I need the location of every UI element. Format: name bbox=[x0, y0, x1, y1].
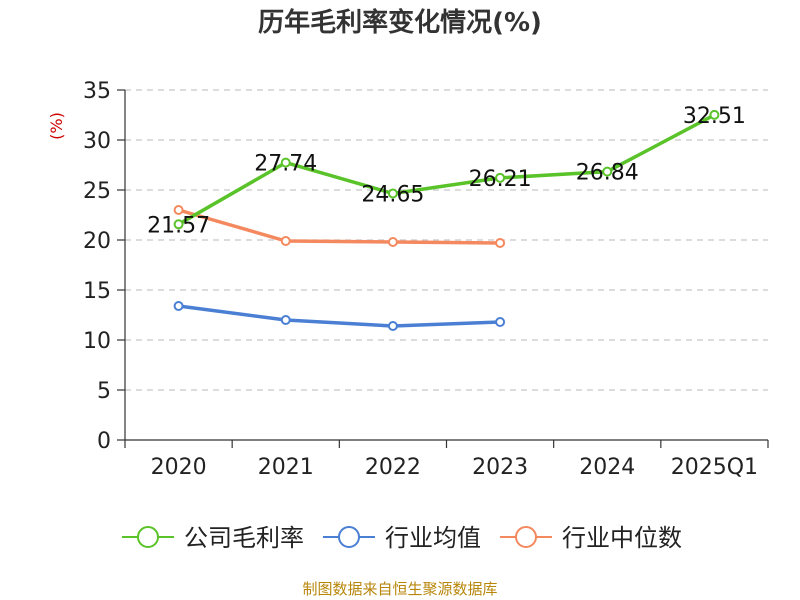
data-point[interactable] bbox=[387, 188, 398, 199]
legend-label[interactable]: 行业中位数 bbox=[562, 524, 682, 552]
axis-layer: 0 5 10 15 20 25 30 35 2020 2021 2022 2023 2024 2025Q1… bbox=[47, 79, 769, 480]
data-point[interactable] bbox=[173, 205, 184, 215]
data-label-layer: 21.57 27.74 24.65 26.21 26.84 32.51 bbox=[147, 104, 746, 238]
data-label: 24.65 bbox=[361, 183, 424, 208]
data-point[interactable] bbox=[173, 301, 184, 311]
y-tick-label: 30 bbox=[83, 129, 111, 154]
data-label: 26.84 bbox=[576, 161, 639, 186]
series-line bbox=[178, 304, 501, 328]
data-point[interactable] bbox=[602, 166, 613, 177]
y-tick-label: 0 bbox=[97, 429, 111, 454]
y-tick-label: 35 bbox=[83, 79, 111, 104]
y-axis-unit-label: (%) bbox=[47, 112, 66, 140]
data-point[interactable] bbox=[709, 109, 720, 120]
data-label: 27.74 bbox=[254, 152, 317, 177]
data-point[interactable] bbox=[495, 317, 506, 327]
data-point[interactable] bbox=[280, 236, 291, 246]
data-point[interactable] bbox=[495, 172, 506, 183]
data-label: 32.51 bbox=[683, 104, 746, 129]
y-tick-label: 25 bbox=[83, 179, 111, 204]
series-line bbox=[178, 208, 501, 245]
x-tick-label: 2023 bbox=[472, 455, 528, 480]
data-point[interactable] bbox=[495, 238, 506, 248]
y-tick-label: 10 bbox=[83, 329, 111, 354]
series-line bbox=[177, 113, 716, 226]
x-tick-label: 2024 bbox=[579, 455, 635, 480]
series-layer bbox=[173, 109, 720, 331]
grid-layer bbox=[125, 89, 768, 391]
y-tick-label: 5 bbox=[97, 379, 111, 404]
data-point[interactable] bbox=[387, 237, 398, 247]
x-tick-label: 2022 bbox=[365, 455, 421, 480]
legend-marker bbox=[515, 526, 537, 548]
y-tick-label: 20 bbox=[83, 229, 111, 254]
x-tick-label: 2020 bbox=[151, 455, 207, 480]
chart-title: 历年毛利率变化情况(%) bbox=[258, 8, 542, 38]
legend-label[interactable]: 行业均值 bbox=[385, 524, 481, 552]
x-tick-label: 2021 bbox=[258, 455, 314, 480]
legend-marker bbox=[338, 526, 360, 548]
data-point[interactable] bbox=[280, 315, 291, 325]
data-point[interactable] bbox=[280, 157, 291, 168]
legend: 公司毛利率 行业均值 行业中位数 bbox=[122, 524, 682, 552]
data-point[interactable] bbox=[173, 219, 184, 230]
y-tick-label: 15 bbox=[83, 279, 111, 304]
data-label: 26.21 bbox=[469, 167, 532, 192]
source-note: 制图数据来自恒生聚源数据库 bbox=[302, 580, 498, 598]
legend-marker bbox=[137, 526, 159, 548]
data-label: 21.57 bbox=[147, 213, 210, 238]
x-tick-label: 2025Q1 bbox=[671, 455, 758, 480]
legend-label[interactable]: 公司毛利率 bbox=[184, 524, 304, 552]
data-point[interactable] bbox=[387, 321, 398, 331]
